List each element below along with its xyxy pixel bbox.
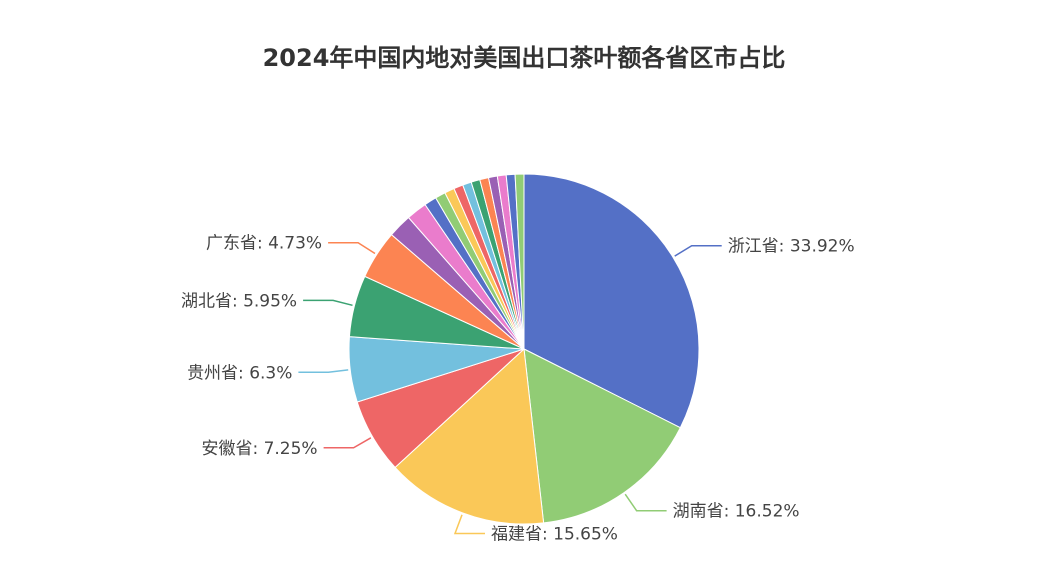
label-leader-line — [328, 241, 376, 255]
label-leader-line — [624, 493, 667, 512]
slice-label: 广东省: 4.73% — [206, 234, 322, 254]
slice-label: 湖南省: 16.52% — [673, 502, 800, 522]
slice-label: 湖北省: 5.95% — [181, 291, 297, 311]
label-leader-line — [298, 369, 349, 374]
pie-slice-19[interactable] — [514, 173, 525, 350]
slice-label: 贵州省: 6.3% — [187, 363, 292, 383]
slice-label: 福建省: 15.65% — [491, 525, 618, 545]
pie-slice-湖南省[interactable] — [523, 348, 681, 524]
label-leader-line — [303, 299, 353, 307]
pie-slice-浙江省[interactable] — [523, 173, 700, 429]
label-leader-line — [323, 437, 372, 449]
chart-title: 2024年中国内地对美国出口茶叶额各省区市占比 — [262, 44, 786, 72]
pie-slice-福建省[interactable] — [394, 347, 545, 525]
slice-label: 浙江省: 33.92% — [728, 237, 855, 257]
label-leader-line — [453, 514, 485, 535]
label-leader-line — [674, 244, 722, 257]
slice-label: 安徽省: 7.25% — [201, 439, 317, 459]
